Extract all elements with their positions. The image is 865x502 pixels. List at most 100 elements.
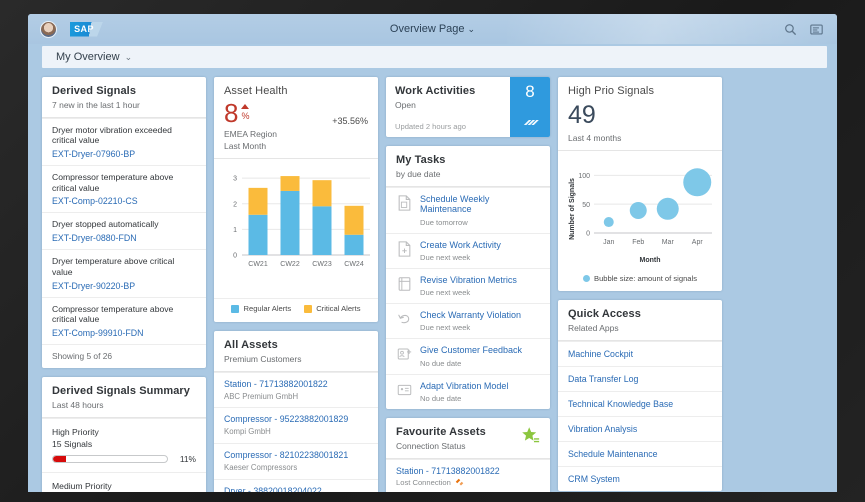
shell-title[interactable]: Overview Page ⌄ [28,23,837,35]
list-item[interactable]: Dryer stopped automatically EXT-Dryer-08… [42,212,206,249]
list-item[interactable]: Dryer temperature above critical value E… [42,249,206,296]
priority-row[interactable]: High Priority 15 Signals 11% [42,417,206,472]
asset-name[interactable]: Compressor - 95223882001829 [224,414,349,425]
signal-link[interactable]: EXT-Dryer-0880-FDN [52,233,137,244]
sap-logo[interactable]: SAP [70,21,103,37]
card-subtitle: Open [395,99,416,110]
divider [214,370,378,372]
task-title[interactable]: Schedule Weekly Maintenance [420,193,490,215]
task-item[interactable]: Revise Vibration Metrics Due next week [386,267,550,303]
divider [558,339,722,341]
quick-access-link[interactable]: CRM System [558,465,722,491]
quick-access-link[interactable]: Technical Knowledge Base [558,390,722,416]
svg-text:Apr: Apr [692,239,704,246]
svg-text:2: 2 [233,201,237,208]
trend-up-icon [241,104,250,109]
avatar[interactable] [40,20,57,38]
card-header: My Tasks by due date [386,146,550,186]
overview-content: Derived Signals 7 new in the last 1 hour… [28,68,837,492]
asset-name[interactable]: Station - 71713882001822 [396,465,500,476]
priority-label: Medium Priority [52,480,112,491]
signal-text: Dryer stopped automatically [52,219,159,230]
shell-title-label: Overview Page [389,23,465,35]
svg-text:50: 50 [582,202,590,209]
asset-name[interactable]: Dryer - 38820018204022 [224,485,322,492]
priority-label: High Priority [52,426,99,437]
task-due: Due next week [420,252,471,262]
progress-percent: 11% [179,453,196,464]
column-2: Asset Health 8 % +35.56% EMEA Region Las… [214,77,378,492]
kpi: 8 % +35.56% [224,98,368,128]
legend-swatch [304,304,313,313]
task-title[interactable]: Create Work Activity [420,239,501,250]
document-calendar-icon [398,194,411,211]
high-prio-chart[interactable]: 0 50 100 Jan Feb Mar Apr Number of Signals Mo… [558,151,722,272]
page-title-bar[interactable]: My Overview ⌄ [42,46,827,68]
work-activities-tile[interactable]: 8 [510,77,550,137]
legend-label: Bubble size: amount of signals [594,274,697,284]
asset-name[interactable]: Compressor - 82102238001821 [224,449,349,460]
quick-access-link[interactable]: Machine Cockpit [558,340,722,366]
legend-item[interactable]: Critical Alerts [304,304,361,313]
signal-link[interactable]: EXT-Dryer-07960-BP [52,148,136,159]
card-derived-signals: Derived Signals 7 new in the last 1 hour… [42,77,206,369]
legend-swatch [231,304,240,313]
task-title[interactable]: Revise Vibration Metrics [420,274,517,285]
card-title: Work Activities [395,85,476,97]
task-due: Due next week [420,323,471,333]
card-title: Derived Signals Summary [52,385,191,398]
task-title[interactable]: Adapt Vibration Model [420,380,509,391]
task-item[interactable]: Schedule Weekly Maintenance Due tomorrow [386,186,550,233]
card-all-assets: All Assets Premium Customers Station - 7… [214,331,378,492]
favorite-star-icon[interactable] [521,426,540,445]
kpi-unit: % [241,111,250,121]
card-subtitle: Related Apps [568,322,619,333]
list-item[interactable]: Station - 71713882001822 ABC Premium Gmb… [214,371,378,408]
card-title: Asset Health [224,85,288,97]
column-4: High Prio Signals 49 Last 4 months 0 50 10… [558,77,722,492]
list-item[interactable]: Dryer motor vibration exceeded critical … [42,117,206,165]
card-header: Derived Signals 7 new in the last 1 hour [42,77,206,117]
task-item[interactable]: Create Work Activity Due next week [386,232,550,268]
list-item[interactable]: Compressor temperature above critical va… [42,296,206,344]
list-item[interactable]: Compressor - 95223882001829 Kompi GmbH [214,407,378,443]
list-item[interactable]: Compressor temperature above critical va… [42,164,206,212]
task-title[interactable]: Give Customer Feedback [420,345,523,356]
signal-link[interactable]: EXT-Comp-99910-FDN [52,328,144,339]
task-due: Due next week [420,288,471,298]
search-icon[interactable] [784,23,797,36]
priority-row[interactable]: Medium Priority 42 Signals 36% [42,471,206,492]
signal-link[interactable]: EXT-Dryer-90220-BP [52,280,136,291]
list-item[interactable]: Station - 71713882001822 Lost Connection [386,458,550,492]
card-subtitle: 7 new in the last 1 hour [52,99,140,110]
card-work-activities[interactable]: Work Activities Open Updated 2 hours ago… [386,77,550,137]
legend-swatch [583,275,590,283]
card-subtitle: Connection Status [396,440,466,451]
list-item[interactable]: Dryer - 38820018204022 Machinebau Inc. [214,478,378,492]
card-header: All Assets Premium Customers [214,331,378,371]
quick-access-link[interactable]: Vibration Analysis [558,415,722,441]
legend-item[interactable]: Regular Alerts [231,304,291,313]
svg-text:CW22: CW22 [280,261,300,268]
asset-health-chart[interactable]: 0 1 2 3 CW21 CW22 CW23 CW24 [214,159,378,296]
signal-link[interactable]: EXT-Comp-02210-CS [52,196,138,207]
card-quick-access: Quick Access Related Apps Machine Cockpi… [558,300,722,491]
task-item[interactable]: Give Customer Feedback No due date [386,338,550,373]
task-item[interactable]: Adapt Vibration Model No due date [386,373,550,409]
quick-access-link[interactable]: Schedule Maintenance [558,440,722,466]
quick-access-link[interactable]: Data Transfer Log [558,365,722,391]
document-list-icon [398,277,411,291]
chart-legend: Regular Alerts Critical Alerts [214,298,378,322]
task-item[interactable]: Check Warranty Violation Due next week [386,303,550,338]
list-item[interactable]: Compressor - 82102238001821 Kaeser Compr… [214,442,378,479]
task-due: No due date [420,394,462,404]
card-header: High Prio Signals 49 Last 4 months [558,77,722,150]
menu-icon[interactable] [810,23,823,36]
svg-text:Feb: Feb [632,239,644,246]
disconnected-icon [455,478,464,486]
app-screen: SAP Overview Page ⌄ My Overview ⌄ [28,14,837,492]
asset-name[interactable]: Station - 71713882001822 [224,378,328,389]
task-title[interactable]: Check Warranty Violation [420,310,522,321]
svg-text:CW24: CW24 [344,261,364,268]
kpi-value: 8 [224,98,239,128]
